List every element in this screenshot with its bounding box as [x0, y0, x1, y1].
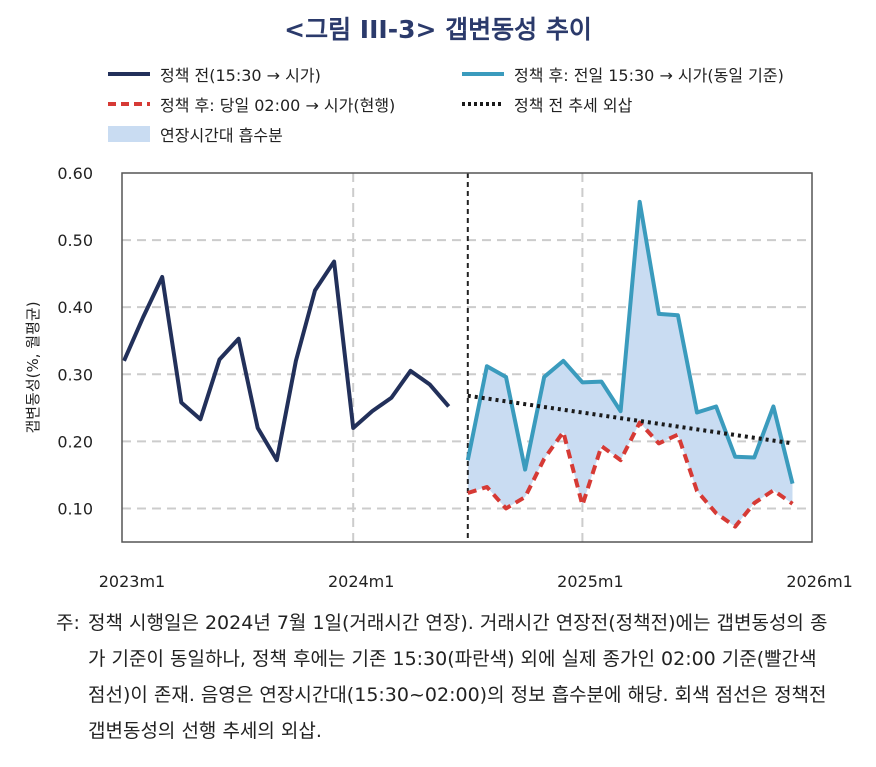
gap-volatility-chart: 0.10 0.20 0.30 0.40 0.50 0.60 2023m1 2024m1 2025…: [24, 164, 853, 591]
plot-frame: [121, 172, 813, 543]
y-tick-label: 0.40: [57, 298, 93, 317]
legend-swatch-fill: [108, 126, 150, 142]
legend-swatch-post-0200: [108, 102, 150, 106]
legend-item-pre: 정책 전(15:30 → 시가): [108, 62, 321, 86]
legend-label-post-0200: 정책 후: 당일 02:00 → 시가(현행): [160, 96, 396, 115]
absorption-area: [467, 201, 793, 527]
x-tick-label: 2024m1: [328, 572, 394, 591]
y-tick-label: 0.30: [57, 365, 93, 384]
legend-item-post-0200: 정책 후: 당일 02:00 → 시가(현행): [108, 92, 395, 116]
legend: 정책 전(15:30 → 시가) 정책 후: 전일 15:30 → 시가(동일 …: [108, 62, 868, 152]
y-tick-label: 0.10: [57, 499, 93, 518]
x-tick-label: 2026m1: [786, 572, 852, 591]
footnote-prefix: 주:: [56, 612, 80, 634]
legend-label-pre: 정책 전(15:30 → 시가): [160, 66, 321, 85]
legend-label-trend: 정책 전 추세 외삽: [514, 96, 633, 115]
y-tick-label: 0.50: [57, 231, 93, 250]
y-tick-label: 0.60: [57, 164, 93, 183]
legend-label-post-1530: 정책 후: 전일 15:30 → 시가(동일 기준): [514, 66, 784, 85]
x-tick-label: 2025m1: [557, 572, 623, 591]
footnote-text: 정책 시행일은 2024년 7월 1일(거래시간 연장). 거래시간 연장전(정…: [88, 612, 828, 742]
series-line-post-0200: [467, 420, 794, 529]
legend-swatch-trend: [462, 102, 504, 106]
legend-label-fill: 연장시간대 흡수분: [160, 126, 283, 145]
x-tick-label: 2023m1: [99, 572, 165, 591]
legend-swatch-post-1530: [462, 72, 504, 76]
figure-title: <그림 III-3> 갭변동성 추이: [284, 15, 592, 44]
y-tick-label: 0.20: [57, 432, 93, 451]
series-layer: [122, 173, 795, 542]
legend-swatch-pre: [108, 72, 150, 76]
y-axis-label: 갭변동성(%, 월평균): [24, 301, 42, 433]
footnote: 주: 정책 시행일은 2024년 7월 1일(거래시간 연장). 거래시간 연장…: [56, 605, 836, 749]
series-line-pre: [122, 259, 451, 463]
series-line-trend: [467, 393, 793, 446]
fill-layer: [467, 201, 793, 527]
legend-item-trend: 정책 전 추세 외삽: [462, 92, 632, 116]
axis-layer: 0.10 0.20 0.30 0.40 0.50 0.60 2023m1 2024m1 2025…: [57, 164, 852, 591]
legend-item-post-1530: 정책 후: 전일 15:30 → 시가(동일 기준): [462, 62, 784, 86]
series-line-post-1530: [465, 199, 795, 485]
legend-item-fill: 연장시간대 흡수분: [108, 122, 283, 146]
